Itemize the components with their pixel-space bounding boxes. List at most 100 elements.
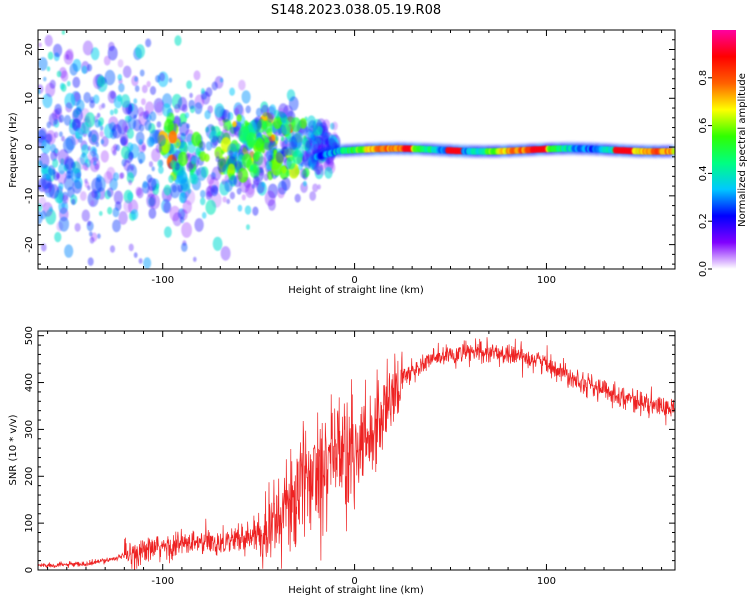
spectrogram-blob [80, 191, 87, 201]
spectrogram-blob [176, 141, 180, 147]
spectrogram-blob [54, 231, 62, 243]
spectrogram-blob [158, 165, 164, 174]
spectrogram-blob [217, 158, 228, 173]
spectrogram-blob [104, 69, 116, 86]
colorbar-tick-label: 0.0 [698, 261, 709, 277]
spectrogram-blob [113, 190, 124, 205]
spectrogram-blob [227, 163, 236, 175]
spectrogram-blob [226, 198, 231, 205]
spectrogram-blob [181, 222, 193, 238]
spectrogram-blob [273, 149, 278, 155]
spectrogram-blob [41, 243, 47, 252]
spectrogram-blob [70, 167, 81, 183]
spectrogram-blob [193, 256, 197, 262]
spectrogram-blob [204, 110, 211, 120]
spectrogram-blob [109, 245, 116, 253]
spectrogram-blob [303, 180, 307, 187]
spectrogram-blob [117, 59, 124, 68]
spectrogram-blob [103, 171, 113, 184]
spectrogram-blob [133, 252, 138, 258]
spectrogram-blob [324, 166, 333, 179]
spectrogram-blob [54, 103, 62, 115]
spectrogram-blob [60, 70, 69, 82]
spectrogram-blob [170, 159, 177, 169]
spectrogram-blob [71, 198, 76, 205]
spectrogram-blob [232, 121, 237, 128]
spectrogram-blob [112, 219, 121, 233]
spectrogram-blob [42, 93, 53, 109]
spectrogram-blob [199, 141, 206, 151]
spectrogram-blob [145, 38, 152, 48]
spectrogram-blob [134, 76, 139, 82]
spectrogram-blob [113, 143, 118, 151]
spectrogram-blob [148, 207, 157, 219]
spectrogram-blob [236, 143, 241, 150]
spectrogram-blob [43, 76, 47, 82]
spectrogram-blob [61, 30, 66, 35]
spectrogram-blob [199, 151, 207, 162]
spectrogram-blob [99, 125, 104, 131]
spectrogram-blob [229, 87, 236, 96]
snr-y-tick-label: 0 [24, 567, 35, 573]
spectrogram-y-tick-label: -20 [24, 236, 35, 252]
snr-x-tick-label: 100 [537, 576, 556, 587]
spectrogram-blob [112, 207, 120, 218]
spectrogram-blob [186, 123, 190, 129]
spectrogram-y-tick-label: 20 [24, 43, 35, 56]
spectrogram-blob [205, 199, 217, 215]
spectrogram-blob [113, 108, 118, 115]
spectrogram-blob [179, 140, 185, 149]
spectrogram-blob [195, 147, 201, 156]
spectrogram-blob [135, 186, 142, 196]
spectrogram-blob [193, 70, 201, 81]
spectrogram-blob [81, 144, 89, 156]
spectrogram-blob [168, 77, 173, 83]
spectrogram-blob [252, 175, 260, 186]
spectrogram-blob [215, 151, 220, 158]
spectrogram-blob [148, 161, 154, 168]
spectrogram-blob [52, 158, 59, 168]
spectrogram-blob [236, 170, 243, 180]
spectrogram-blob [103, 55, 111, 66]
spectrogram-blob [190, 155, 197, 165]
colorbar-tick-label: 0.2 [698, 213, 709, 229]
spectrogram-blob [135, 44, 146, 59]
spectrogram-blob [138, 138, 143, 146]
spectrogram-blob [163, 184, 172, 196]
spectrogram-blob [244, 120, 249, 126]
spectrogram-blob [169, 143, 177, 154]
spectrogram-blob [280, 113, 287, 123]
spectrogram-blob [137, 106, 145, 117]
spectrogram-blob [155, 143, 163, 153]
spectrogram-blob [194, 218, 204, 232]
spectrogram-blob [149, 86, 157, 95]
spectrogram-blob [180, 178, 189, 191]
spectrogram-blob [305, 140, 312, 149]
spectrogram-y-tick-label: 10 [24, 92, 35, 105]
spectrogram-blob [261, 148, 266, 154]
spectrogram-blob [143, 257, 152, 269]
spectrogram-blob [76, 157, 85, 171]
spectrogram-blob [221, 178, 226, 185]
spectrogram-blob [93, 160, 97, 166]
spectrogram-blob [177, 151, 188, 167]
spectrogram-blob [97, 233, 101, 239]
spectrogram-blob [141, 98, 146, 106]
spectrogram-blob [66, 80, 71, 87]
spectrogram-blob [87, 220, 91, 227]
spectrogram-blob [163, 201, 172, 214]
spectrogram-blob [90, 47, 100, 61]
spectrogram-blob [126, 172, 135, 184]
spectrogram-blob [201, 212, 207, 219]
spectrogram-blob [317, 184, 321, 190]
spectrogram-blob [74, 223, 81, 232]
spectrogram-blob [106, 187, 114, 198]
spectrogram-blob [96, 112, 101, 118]
spectrogram-blob [164, 119, 174, 134]
spectrogram-blob [168, 130, 178, 144]
spectrogram-blob [222, 196, 227, 203]
spectrogram-blob [260, 104, 270, 117]
spectrogram-blob [189, 173, 197, 184]
